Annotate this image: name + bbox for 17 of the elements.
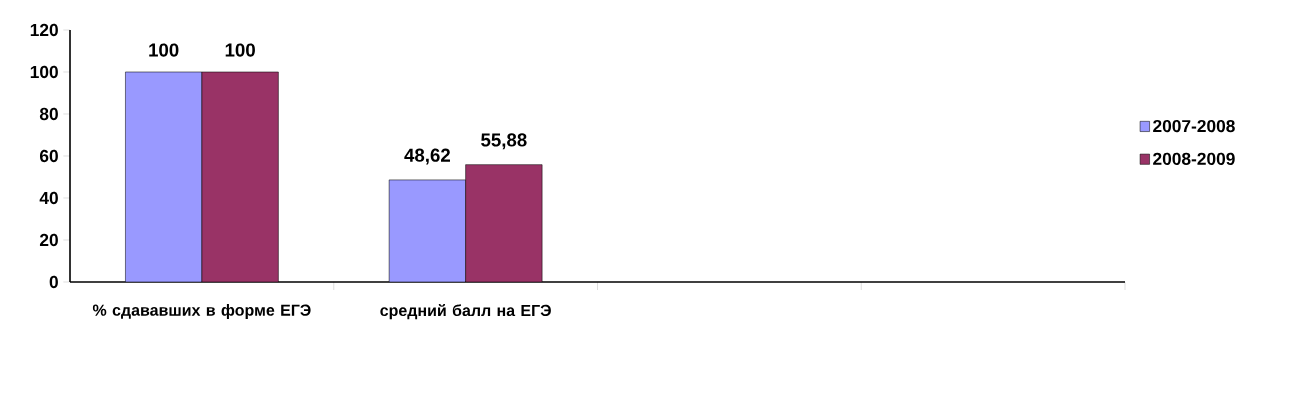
y-tick-label: 80: [39, 107, 58, 121]
legend-label: 2007-2008: [1153, 119, 1235, 133]
x-tick-label: % сдававших в форме ЕГЭ: [92, 304, 311, 319]
bar: [125, 71, 203, 282]
y-tick-label: 100: [30, 65, 58, 79]
legend-label: 2008-2009: [1153, 152, 1235, 165]
y-tick-label: 0: [49, 275, 58, 289]
bar: [388, 179, 466, 282]
y-tick-label: 60: [39, 149, 58, 163]
data-label: 100: [225, 43, 255, 57]
y-tick-label: 120: [30, 23, 58, 37]
data-label: 48,62: [404, 148, 450, 165]
x-tick-label: средний балл на ЕГЭ: [380, 304, 551, 320]
y-tick-label: 20: [39, 233, 58, 247]
data-label: 55,88: [481, 133, 527, 150]
data-label: 100: [149, 43, 179, 57]
y-tick-label: 40: [39, 191, 58, 205]
